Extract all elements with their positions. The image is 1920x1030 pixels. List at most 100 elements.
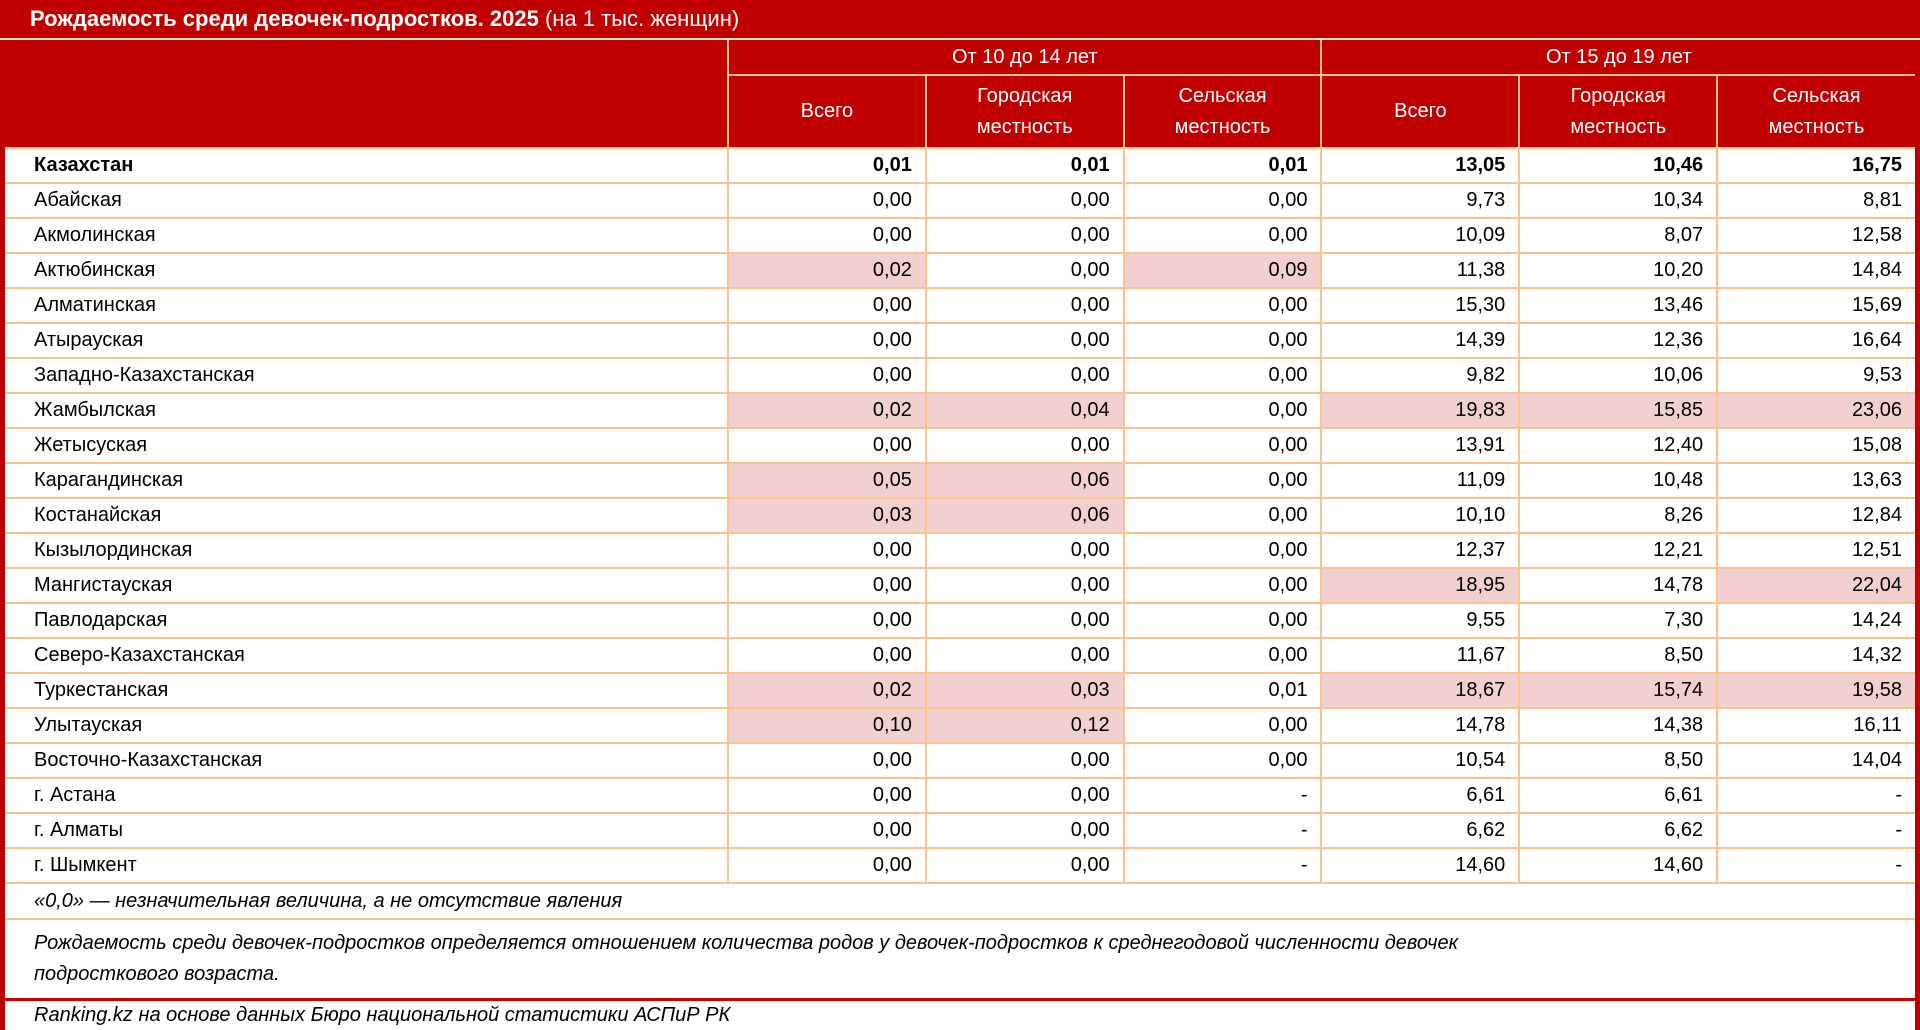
region-cell: Мангистауская <box>5 567 729 604</box>
value-cell: 0,03 <box>924 672 1125 709</box>
region-cell: г. Астана <box>5 777 729 814</box>
region-cell: Атырауская <box>5 322 729 359</box>
value-cell: 0,00 <box>727 812 927 849</box>
value-cell: 0,00 <box>924 322 1125 359</box>
table-row: г. Шымкент 0,00 0,00-14,60 14,60- <box>5 847 1915 884</box>
col-header-urban-15-19: Городская местность <box>1518 75 1719 149</box>
value-cell: 12,37 <box>1320 532 1521 569</box>
region-cell: г. Алматы <box>5 812 729 849</box>
region-cell: Западно-Казахстанская <box>5 357 729 394</box>
value-cell: 0,06 <box>924 462 1125 499</box>
value-cell: 8,81 <box>1716 182 1915 219</box>
value-cell: 22,04 <box>1716 567 1915 604</box>
value-cell: 12,84 <box>1716 497 1915 534</box>
value-cell: 23,06 <box>1716 392 1915 429</box>
value-cell: 8,50 <box>1518 637 1719 674</box>
region-column-header <box>5 40 729 149</box>
value-cell: 13,63 <box>1716 462 1915 499</box>
value-cell: 0,00 <box>727 742 927 779</box>
value-cell: 10,34 <box>1518 182 1719 219</box>
value-cell: 11,09 <box>1320 462 1521 499</box>
value-cell: 0,00 <box>1122 742 1323 779</box>
value-cell: 12,36 <box>1518 322 1719 359</box>
region-cell: Актюбинская <box>5 252 729 289</box>
table-row: Улытауская 0,10 0,12 0,00 14,78 14,38 16,11 <box>5 707 1915 744</box>
value-cell: 14,78 <box>1320 707 1521 744</box>
value-cell: 9,53 <box>1716 357 1915 394</box>
col-header-total-15-19: Всего <box>1320 75 1521 149</box>
footnote-zero-values: «0,0» — незначительная величина, а не от… <box>5 884 1915 920</box>
value-cell: 9,82 <box>1320 357 1521 394</box>
value-cell: - <box>1716 812 1915 849</box>
region-cell: Восточно-Казахстанская <box>5 742 729 779</box>
footnote-source: Ranking.kz на основе данных Бюро национа… <box>5 998 1915 1030</box>
age-group-10-14-header: От 10 до 14 лет <box>726 40 1323 76</box>
table-body: Казахстан 0,01 0,01 0,01 13,05 10,46 16,75 Абай… <box>5 147 1915 884</box>
region-cell: Жетысуская <box>5 427 729 464</box>
value-cell: 8,50 <box>1518 742 1719 779</box>
value-cell: 6,62 <box>1518 812 1719 849</box>
value-cell: 7,30 <box>1518 602 1719 639</box>
region-cell: Акмолинская <box>5 217 729 254</box>
value-cell: 0,00 <box>1122 532 1323 569</box>
table-row: Туркестанская 0,02 0,03 0,01 18,67 15,74 19,58 <box>5 672 1915 709</box>
region-cell: Костанайская <box>5 497 729 534</box>
value-cell: 14,38 <box>1518 707 1719 744</box>
value-cell: 15,30 <box>1320 287 1521 324</box>
value-cell: 16,75 <box>1716 147 1915 184</box>
table-row: Мангистауская 0,00 0,00 0,00 18,95 14,78 22,04 <box>5 567 1915 604</box>
value-cell: 14,39 <box>1320 322 1521 359</box>
value-cell: 0,02 <box>727 392 927 429</box>
value-cell: - <box>1122 777 1323 814</box>
value-cell: 15,69 <box>1716 287 1915 324</box>
region-cell: Кызылординская <box>5 532 729 569</box>
col-header-total-10-14: Всего <box>728 75 927 149</box>
value-cell: 13,05 <box>1320 147 1521 184</box>
value-cell: 10,48 <box>1518 462 1719 499</box>
value-cell: 9,55 <box>1320 602 1521 639</box>
region-cell: Казахстан <box>5 147 729 184</box>
value-cell: 0,03 <box>727 497 927 534</box>
value-cell: 0,00 <box>924 182 1125 219</box>
age-group-15-19-header: От 15 до 19 лет <box>1320 40 1915 76</box>
table-row: г. Алматы 0,00 0,00-6,62 6,62- <box>5 812 1915 849</box>
value-cell: 0,01 <box>1122 147 1323 184</box>
value-cell: 0,00 <box>727 322 927 359</box>
region-cell: Туркестанская <box>5 672 729 709</box>
region-cell: Алматинская <box>5 287 729 324</box>
table-row: Казахстан 0,01 0,01 0,01 13,05 10,46 16,75 <box>5 147 1915 184</box>
value-cell: 15,74 <box>1518 672 1719 709</box>
value-cell: 11,38 <box>1320 252 1521 289</box>
page-title: Рождаемость среди девочек-подростков. 20… <box>0 0 1920 40</box>
table-container: От 10 до 14 лет От 15 до 19 лет Всего Го… <box>0 40 1920 1030</box>
value-cell: 14,78 <box>1518 567 1719 604</box>
table-row: Кызылординская 0,00 0,00 0,00 12,37 12,21 12,5… <box>5 532 1915 569</box>
value-cell: 0,00 <box>924 287 1125 324</box>
value-cell: 0,00 <box>727 567 927 604</box>
value-cell: 9,73 <box>1320 182 1521 219</box>
value-cell: 12,21 <box>1518 532 1719 569</box>
table-row: Павлодарская 0,00 0,00 0,00 9,55 7,30 14,24 <box>5 602 1915 639</box>
value-cell: 0,02 <box>727 252 927 289</box>
value-cell: 0,00 <box>727 602 927 639</box>
sub-header-row: Всего Городская местность Сельская местн… <box>5 75 1915 149</box>
value-cell: 18,95 <box>1320 567 1521 604</box>
value-cell: 0,00 <box>1122 217 1323 254</box>
value-cell: 0,01 <box>1122 672 1323 709</box>
value-cell: 0,00 <box>924 602 1125 639</box>
value-cell: 14,04 <box>1716 742 1915 779</box>
value-cell: 12,58 <box>1716 217 1915 254</box>
value-cell: 0,00 <box>727 637 927 674</box>
value-cell: 13,91 <box>1320 427 1521 464</box>
value-cell: 0,00 <box>924 532 1125 569</box>
value-cell: 0,05 <box>727 462 927 499</box>
region-cell: Северо-Казахстанская <box>5 637 729 674</box>
value-cell: 0,12 <box>924 707 1125 744</box>
value-cell: 0,00 <box>727 287 927 324</box>
value-cell: 6,61 <box>1518 777 1719 814</box>
region-cell: Карагандинская <box>5 462 729 499</box>
value-cell: 0,02 <box>727 672 927 709</box>
value-cell: 14,84 <box>1716 252 1915 289</box>
value-cell: 0,09 <box>1122 252 1323 289</box>
table-row: Жетысуская 0,00 0,00 0,00 13,91 12,40 15,08 <box>5 427 1915 464</box>
